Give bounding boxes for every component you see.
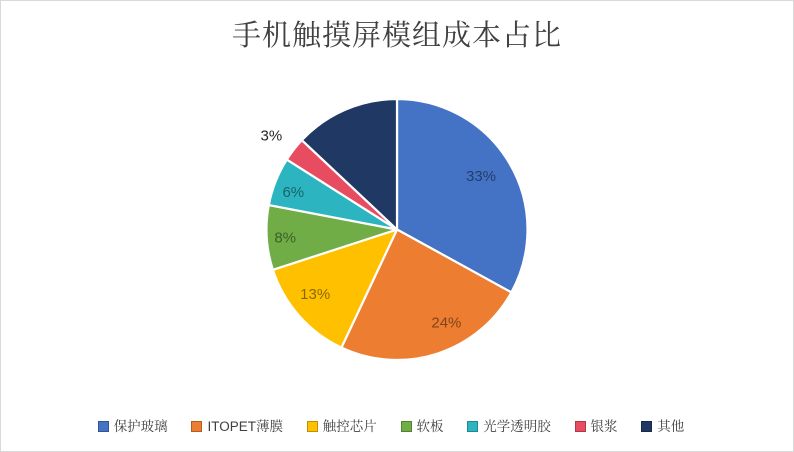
svg-text:13%: 13% (300, 286, 330, 303)
svg-text:13%: 13% (328, 130, 358, 147)
svg-text:6%: 6% (282, 184, 304, 201)
svg-text:8%: 8% (274, 230, 296, 247)
svg-text:3%: 3% (261, 127, 283, 144)
svg-text:33%: 33% (466, 168, 496, 185)
svg-text:24%: 24% (431, 315, 461, 332)
